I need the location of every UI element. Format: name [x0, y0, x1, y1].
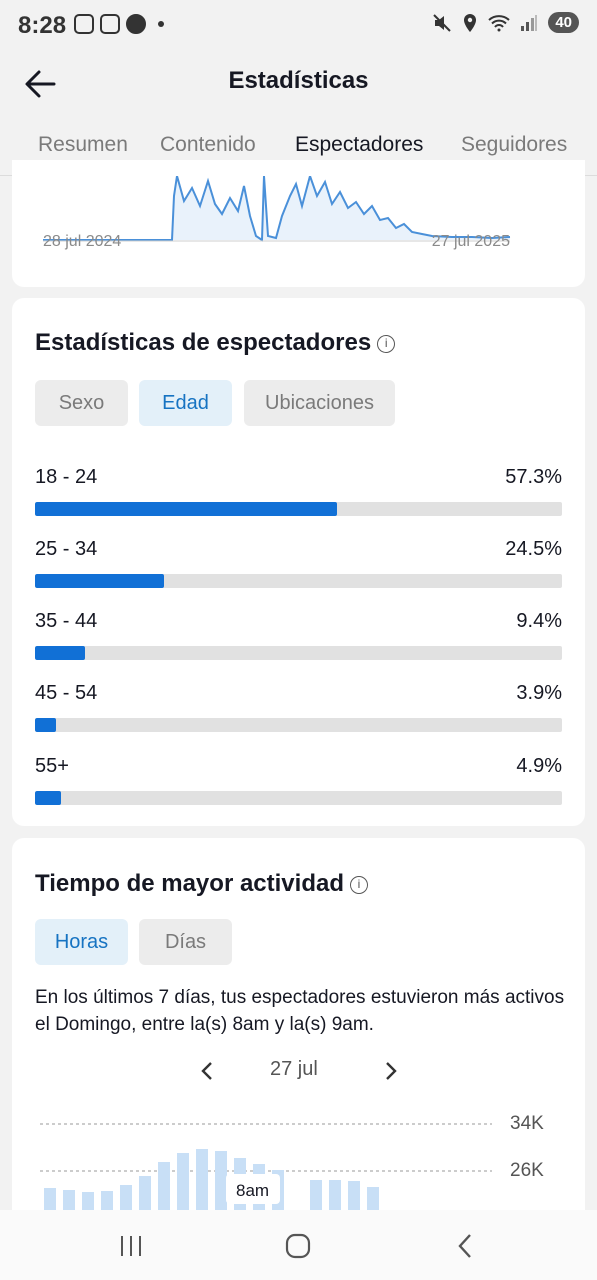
- age-row: 25 - 34 24.5%: [35, 538, 562, 598]
- tab-contenido[interactable]: Contenido: [160, 133, 256, 156]
- recent-apps-icon[interactable]: [118, 1234, 144, 1258]
- status-bar: 8:28 40: [0, 0, 597, 52]
- filter-dias[interactable]: Días: [139, 919, 232, 965]
- status-time: 8:28: [18, 12, 67, 39]
- age-percent: 9.4%: [516, 610, 562, 632]
- age-label: 35 - 44: [35, 610, 98, 632]
- age-bar-track: [35, 646, 562, 660]
- viewers-trend-card: 28 jul 2024 27 jul 2025: [12, 160, 585, 287]
- age-row: 18 - 24 57.3%: [35, 466, 562, 526]
- peak-hour-tooltip: 8am: [236, 1181, 270, 1200]
- y-tick-label: 26K: [510, 1160, 544, 1181]
- age-bar-fill: [35, 791, 61, 805]
- facebook-icon: [126, 14, 146, 34]
- age-percent: 3.9%: [516, 682, 562, 704]
- age-bar-fill: [35, 718, 56, 732]
- battery-indicator: 40: [548, 12, 579, 33]
- viewers-trend-chart: [43, 176, 511, 242]
- viewer-stats-card: Estadísticas de espectadores i Sexo Edad …: [12, 298, 585, 826]
- age-label: 18 - 24: [35, 466, 98, 488]
- age-percent: 4.9%: [516, 755, 562, 777]
- age-row: 55+ 4.9%: [35, 755, 562, 815]
- age-bar-track: [35, 718, 562, 732]
- activity-description: En los últimos 7 días, tus espectadores …: [35, 987, 565, 1035]
- wifi-icon: [488, 14, 510, 31]
- tab-seguidores[interactable]: Seguidores: [461, 133, 568, 156]
- activity-title-text: Tiempo de mayor actividad: [35, 870, 344, 897]
- age-bar-fill: [35, 646, 85, 660]
- viewer-stats-title: Estadísticas de espectadores i: [35, 329, 396, 357]
- age-bar-track: [35, 574, 562, 588]
- peak-activity-card: Tiempo de mayor actividad i Horas Días En…: [12, 838, 585, 1238]
- activity-date: 27 jul: [270, 1058, 318, 1080]
- age-percent: 57.3%: [505, 466, 562, 488]
- trend-end-date: 27 jul 2025: [431, 233, 510, 250]
- age-bar-track: [35, 502, 562, 516]
- chevron-right-icon[interactable]: [384, 1060, 398, 1082]
- viewer-stats-title-text: Estadísticas de espectadores: [35, 329, 372, 356]
- age-bar-fill: [35, 574, 165, 588]
- filter-ubicaciones[interactable]: Ubicaciones: [244, 380, 395, 426]
- more-notifications-icon: [158, 21, 164, 27]
- age-label: 55+: [35, 755, 69, 777]
- location-icon: [464, 13, 477, 32]
- filter-edad[interactable]: Edad: [139, 380, 232, 426]
- signal-icon: [521, 14, 538, 31]
- app-header: Estadísticas: [0, 52, 597, 118]
- y-tick-label: 34K: [510, 1113, 544, 1134]
- screenshot-icon: [74, 14, 94, 34]
- info-icon[interactable]: i: [350, 876, 368, 894]
- chevron-left-icon[interactable]: [200, 1060, 214, 1082]
- system-icons: 40: [432, 12, 579, 33]
- home-icon[interactable]: [284, 1232, 312, 1260]
- tab-resumen[interactable]: Resumen: [38, 133, 128, 156]
- mute-icon: [433, 13, 452, 32]
- activity-title: Tiempo de mayor actividad i: [35, 870, 368, 898]
- age-bar-fill: [35, 502, 337, 516]
- system-back-icon[interactable]: [455, 1232, 475, 1260]
- tab-espectadores[interactable]: Espectadores: [295, 133, 424, 156]
- trend-start-date: 28 jul 2024: [43, 233, 122, 250]
- age-row: 35 - 44 9.4%: [35, 610, 562, 670]
- filter-horas[interactable]: Horas: [35, 919, 128, 965]
- page-title: Estadísticas: [228, 67, 369, 94]
- notification-icons: [74, 14, 164, 34]
- age-label: 45 - 54: [35, 682, 98, 704]
- instagram-icon: [100, 14, 120, 34]
- filter-sexo[interactable]: Sexo: [35, 380, 128, 426]
- age-row: 45 - 54 3.9%: [35, 682, 562, 742]
- back-arrow-icon[interactable]: [22, 64, 62, 104]
- age-bar-track: [35, 791, 562, 805]
- info-icon[interactable]: i: [377, 335, 396, 353]
- system-nav-bar: [0, 1210, 597, 1280]
- hourly-activity-chart: [40, 1123, 492, 1210]
- age-percent: 24.5%: [505, 538, 562, 560]
- age-label: 25 - 34: [35, 538, 98, 560]
